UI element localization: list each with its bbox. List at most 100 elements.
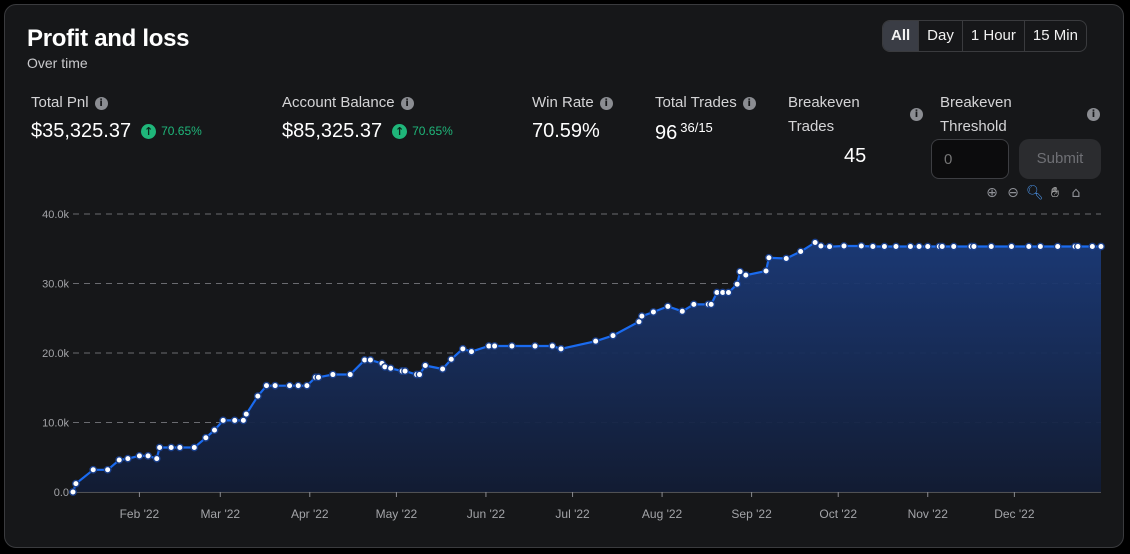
data-point[interactable] [230,416,239,425]
data-point[interactable] [421,361,430,370]
data-point[interactable] [285,381,294,390]
data-point[interactable] [242,410,251,419]
data-point[interactable] [557,344,565,353]
data-point[interactable] [115,456,124,464]
data-point[interactable] [678,307,687,316]
data-point[interactable] [328,370,337,379]
data-point[interactable] [1024,242,1033,251]
pan-hand-icon[interactable]: ✋︎ [1051,185,1059,201]
zoom-select-icon[interactable]: 🔍︎ [1026,185,1044,201]
data-point[interactable] [210,426,219,435]
data-point[interactable] [724,288,733,297]
data-point[interactable] [123,454,132,463]
data-point[interactable] [239,416,248,425]
data-point[interactable] [880,242,889,251]
data-point[interactable] [915,242,923,251]
data-point[interactable] [987,242,996,251]
data-point[interactable] [271,381,280,390]
data-point[interactable] [447,355,456,364]
data-point[interactable] [689,300,698,309]
total-pnl-value-row: $35,325.37 ↑ 70.65% [31,120,202,143]
data-point[interactable] [490,342,499,350]
data-point[interactable] [294,381,303,390]
data-point[interactable] [71,479,80,488]
data-point[interactable] [949,242,958,251]
data-point[interactable] [314,373,323,382]
data-point[interactable] [548,342,557,350]
data-point[interactable] [531,342,539,350]
data-point[interactable] [591,337,600,346]
data-point[interactable] [762,267,770,275]
data-point[interactable] [707,300,716,309]
home-icon[interactable]: ⌂ [1071,185,1081,201]
data-point[interactable] [825,242,834,251]
info-icon[interactable]: i [910,108,923,121]
data-point[interactable] [663,302,672,311]
data-point[interactable] [346,370,355,379]
zoom-out-icon[interactable]: ⊖ [1007,185,1019,201]
data-point[interactable] [892,242,900,251]
data-point[interactable] [868,242,877,251]
data-point[interactable] [741,271,750,280]
data-point[interactable] [840,242,848,250]
data-point[interactable] [637,312,646,321]
tab-15-min[interactable]: 15 Min [1023,21,1086,51]
data-point[interactable] [1007,242,1016,251]
data-point[interactable] [438,365,447,373]
data-point[interactable] [782,254,791,263]
submit-button[interactable]: Submit [1019,139,1101,179]
tab-day[interactable]: Day [918,21,962,51]
x-tick-label: Jul '22 [555,507,590,521]
data-point[interactable] [201,433,210,442]
data-point[interactable] [190,443,199,452]
data-point[interactable] [923,242,932,251]
data-point[interactable] [458,344,467,353]
breakeven-threshold-input[interactable] [931,139,1009,179]
data-point[interactable] [906,242,915,251]
data-point[interactable] [386,364,395,373]
data-point[interactable] [508,342,516,350]
data-point[interactable] [649,308,658,316]
data-point[interactable] [811,238,820,247]
info-icon[interactable]: i [1087,108,1100,121]
data-point[interactable] [103,465,112,474]
data-point[interactable] [175,443,184,452]
data-point[interactable] [152,454,161,463]
data-point[interactable] [733,280,742,289]
data-point[interactable] [253,392,262,400]
info-icon[interactable]: i [742,97,756,110]
data-point[interactable] [609,331,617,340]
data-point[interactable] [89,465,98,474]
data-point[interactable] [302,381,311,390]
data-point[interactable] [970,242,978,251]
data-point[interactable] [736,267,744,276]
data-point[interactable] [219,416,228,425]
info-icon[interactable]: i [400,97,414,110]
data-point[interactable] [366,356,375,364]
data-point[interactable] [415,370,424,379]
data-point[interactable] [69,488,77,496]
data-point[interactable] [938,242,947,251]
data-point[interactable] [1073,242,1082,251]
tab-all[interactable]: All [883,21,919,51]
data-point[interactable] [135,451,144,460]
data-point[interactable] [167,443,176,452]
info-icon[interactable]: i [599,97,613,110]
x-tick-label: Mar '22 [200,507,240,521]
tab-1-hour[interactable]: 1 Hour [961,21,1024,51]
data-point[interactable] [401,367,409,375]
data-point[interactable] [857,242,866,250]
data-point[interactable] [262,381,271,390]
data-point[interactable] [144,451,152,460]
data-point[interactable] [765,253,773,262]
data-point[interactable] [816,242,825,250]
data-point[interactable] [467,347,476,356]
data-point[interactable] [1097,242,1105,251]
info-icon[interactable]: i [94,97,108,110]
zoom-in-icon[interactable]: ⊕ [986,185,998,201]
data-point[interactable] [1036,242,1045,251]
data-point[interactable] [1088,242,1097,251]
data-point[interactable] [796,247,805,256]
data-point[interactable] [1053,242,1062,251]
data-point[interactable] [155,443,164,452]
